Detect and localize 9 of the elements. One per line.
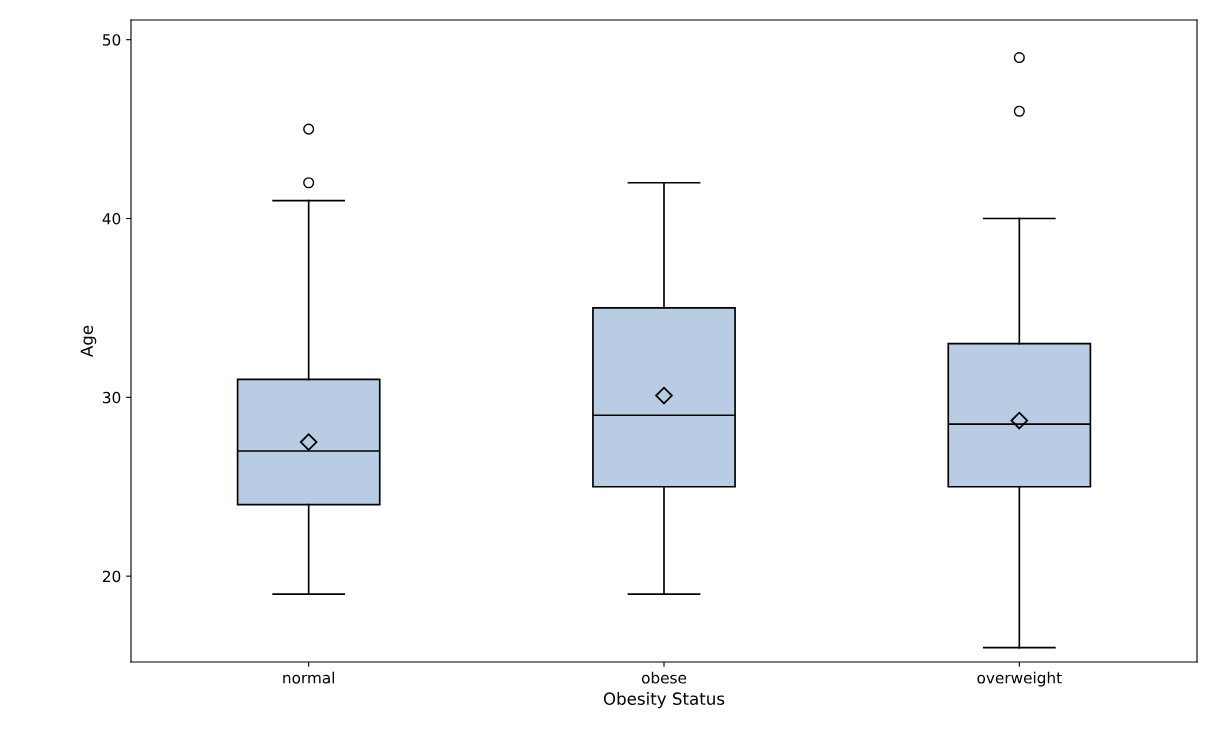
x-tick-label: normal <box>283 671 334 684</box>
x-axis-title: Obesity Status <box>603 692 725 709</box>
y-tick-label: 50 <box>103 34 121 46</box>
y-tick-label: 40 <box>102 212 121 225</box>
y-tick-label: 20 <box>102 570 121 583</box>
x-tick-label: overweight <box>977 671 1062 687</box>
y-axis-title: Age <box>80 325 97 357</box>
y-tick-label: 30 <box>103 391 121 404</box>
x-tick-label: obese <box>641 671 687 684</box>
